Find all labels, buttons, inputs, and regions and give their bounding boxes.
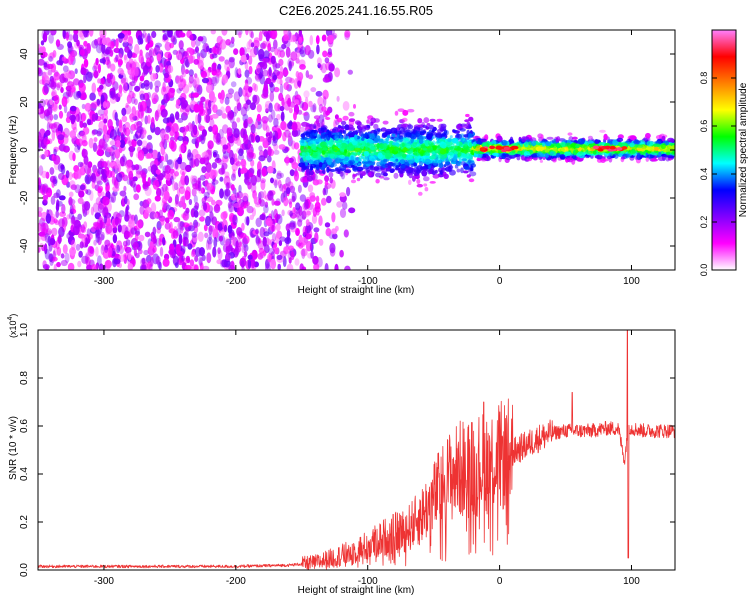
snr-y-tick-label: 0.8 (19, 371, 30, 385)
snr-y-scale-suffix: ) (8, 314, 18, 317)
spectrogram-y-label: Frequency (Hz) (8, 116, 19, 185)
snr-x-tick-label: 100 (623, 576, 640, 587)
colorbar-tick-label: 0.8 (699, 72, 709, 85)
spectrogram-y-tick-label: -40 (19, 238, 30, 253)
figure-title: C2E6.2025.241.16.55.R05 (279, 3, 433, 18)
spectrogram-x-label: Height of straight line (km) (298, 285, 415, 296)
spectrogram-x-tick-label: 100 (623, 276, 640, 287)
snr-x-label: Height of straight line (km) (298, 585, 415, 596)
snr-y-tick-label: 1.0 (19, 323, 30, 337)
spectrogram-y-tick-label: -20 (19, 190, 30, 205)
spectrogram-x-tick-label: -200 (226, 276, 246, 287)
spectrogram-y-tick-label: 0 (19, 147, 30, 153)
spectrogram-y-tick-label: 40 (19, 48, 30, 60)
spectrogram-x-tick-label: 0 (497, 276, 503, 287)
snr-background (38, 330, 675, 570)
colorbar-label: Normalized spectral amplitude (738, 82, 749, 217)
snr-y-tick-label: 0.2 (19, 515, 30, 529)
colorbar-tick-label: 0.4 (699, 168, 709, 181)
colorbar-gradient (712, 30, 736, 270)
spectrogram-x-tick-label: -300 (94, 276, 114, 287)
snr-y-label: SNR (10 * v/v) (8, 416, 19, 480)
snr-y-tick-label: 0.0 (19, 563, 30, 577)
snr-x-tick-label: -200 (226, 576, 246, 587)
colorbar: 0.0 0.2 0.4 0.6 0.8 Normalized spectral ampl… (699, 30, 749, 276)
snr-x-tick-label: 0 (497, 576, 503, 587)
snr-y-tick-label: 0.6 (19, 419, 30, 433)
snr-y-tick-label: 0.4 (19, 467, 30, 481)
snr-y-scale-prefix: (x10 (8, 320, 18, 338)
colorbar-tick-label: 0.6 (699, 120, 709, 133)
colorbar-tick-label: 0.0 (699, 264, 709, 277)
colorbar-tick-label: 0.2 (699, 216, 709, 229)
snr-y-scale-label: (x104) (7, 314, 18, 338)
spectrogram-y-tick-label: 20 (19, 96, 30, 108)
snr-x-tick-label: -300 (94, 576, 114, 587)
